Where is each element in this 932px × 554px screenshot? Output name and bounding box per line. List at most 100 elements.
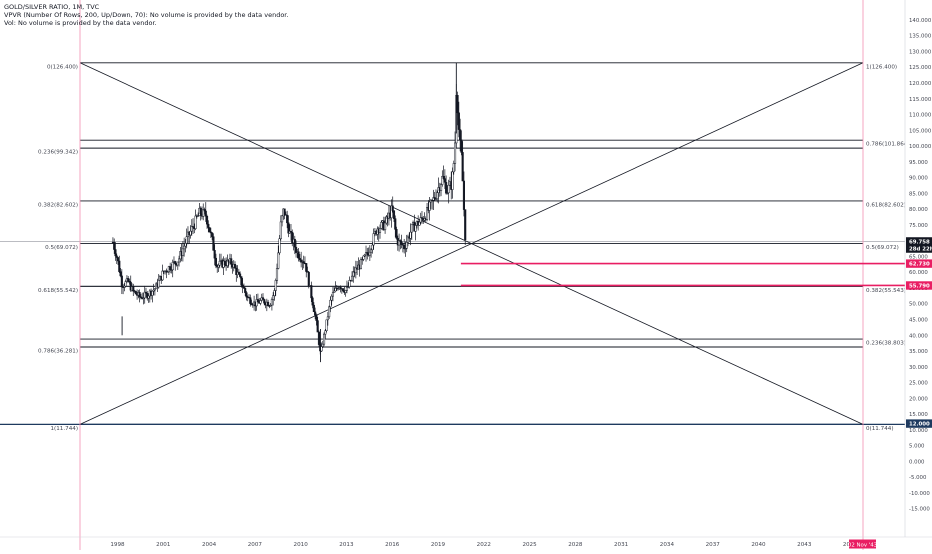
candle-body: [194, 215, 197, 229]
time-tick-label: 2001: [156, 542, 171, 548]
candle-body: [329, 299, 332, 308]
candle-body: [171, 262, 174, 271]
fib-label-right: 0.382(55.543): [866, 288, 906, 294]
candle-body: [113, 242, 116, 250]
price-tag-label: 69.758: [909, 239, 930, 245]
time-axis[interactable]: 1998 2001 2004 2007 2010 2013 2016 2019 2022 2025…: [0, 536, 932, 548]
candle-body: [361, 259, 364, 261]
candle-body: [270, 299, 273, 306]
candle-body: [289, 230, 293, 233]
price-tick-label: 80.000: [909, 207, 928, 213]
candle-body: [350, 275, 354, 281]
candle-body: [245, 292, 248, 298]
candle-body: [143, 291, 146, 299]
candle-body: [395, 229, 398, 239]
candle-body: [151, 290, 154, 296]
candle-body: [166, 271, 169, 273]
candle-body: [324, 330, 327, 335]
candle-body: [242, 287, 245, 289]
candle-body: [174, 261, 177, 264]
candle-body: [328, 306, 331, 318]
symbol-title: GOLD/SILVER RATIO, 1M, TVC: [4, 3, 100, 11]
candle-body: [385, 216, 388, 224]
candle-body: [205, 215, 209, 225]
candle-body: [293, 238, 296, 248]
candle-body: [359, 259, 362, 270]
time-tick-label: 2016: [385, 542, 400, 548]
candle-body: [414, 225, 417, 232]
candle-body: [371, 244, 374, 251]
candle-body: [339, 287, 342, 290]
fib-label-left: 1(11.744): [51, 426, 79, 432]
candle-body: [347, 286, 350, 288]
candle-body: [184, 243, 187, 247]
price-tick-label: 100.000: [909, 144, 932, 150]
candle-body: [462, 180, 465, 210]
candle-body: [398, 240, 401, 246]
candles: [111, 62, 467, 363]
candle-body: [451, 171, 454, 190]
candle-body: [352, 271, 355, 277]
candle-body: [128, 281, 131, 283]
time-tick-label: 2034: [660, 542, 675, 548]
candle-body: [207, 223, 210, 228]
price-axis[interactable]: 140.000 135.000 130.000 125.000 120.000 115.0…: [904, 0, 932, 550]
candle-body: [331, 292, 335, 297]
candle-body: [446, 192, 449, 194]
candle-body: [235, 267, 238, 275]
candle-body: [272, 295, 275, 300]
candle-body: [134, 291, 137, 295]
candle-body: [325, 319, 328, 331]
fib-labels: 0(126.400) 0.236(99.342) 0.382(82.602) 0.5(…: [38, 64, 909, 432]
candle-body: [433, 197, 436, 200]
candle-body: [161, 270, 164, 281]
candle-body: [406, 236, 410, 243]
candle-body: [420, 217, 424, 219]
price-tick-label: 130.000: [909, 49, 932, 55]
candle-body: [153, 288, 156, 291]
candle-body: [139, 296, 142, 298]
drawing-lines: [0, 0, 905, 550]
candle-body: [311, 297, 314, 306]
candle-body: [255, 299, 258, 307]
candle-body: [250, 303, 253, 305]
price-tick-label: -15.000: [909, 507, 930, 513]
candle-body: [410, 223, 413, 233]
candle-body: [326, 316, 329, 321]
candle-body: [114, 249, 117, 257]
candle-body: [378, 228, 382, 233]
fib-label-left: 0.618(55.542): [38, 288, 78, 294]
candle-body: [277, 252, 280, 269]
candle-body: [181, 248, 184, 256]
candle-body: [298, 258, 301, 261]
candle-body: [368, 251, 371, 256]
candle-body: [240, 276, 243, 286]
price-tick-label: 50.000: [909, 302, 928, 308]
candle-body: [169, 266, 172, 271]
time-tick-label: 2031: [614, 542, 629, 548]
price-tick-label: 105.000: [909, 128, 932, 134]
candle-body: [204, 210, 207, 217]
candle-body: [278, 238, 281, 254]
candle-body: [392, 210, 396, 219]
fib-label-left: 0.5(69.072): [45, 245, 78, 251]
candle-body: [249, 297, 252, 304]
date-tag: [849, 539, 876, 549]
time-tick-label: 2025: [522, 542, 537, 548]
candle-body: [307, 272, 310, 287]
candle-body: [428, 201, 431, 211]
price-tick-label: 75.000: [909, 223, 928, 229]
candle-body: [132, 286, 135, 292]
candle-body: [259, 300, 262, 304]
price-tick-label: 110.000: [909, 113, 932, 119]
candle-body: [342, 288, 345, 292]
candle-body: [297, 251, 300, 259]
candle-body: [144, 291, 148, 294]
price-tick-label: 25.000: [909, 381, 928, 387]
candle-body: [286, 214, 289, 224]
candle-body: [212, 236, 215, 251]
candle-body: [461, 152, 464, 182]
